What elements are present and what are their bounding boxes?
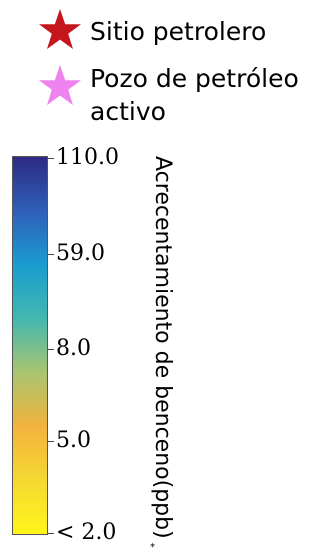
red-star-icon <box>39 9 81 49</box>
benzene-colorbar <box>12 156 48 535</box>
legend-item-oil-site: Sitio petrolero <box>0 8 326 52</box>
legend-label-oil-site: Sitio petrolero <box>90 17 267 46</box>
colorbar-tick-59 <box>48 254 54 255</box>
pink-star-icon <box>39 65 81 105</box>
legend-label-active-well-line-2: activo <box>90 97 166 126</box>
colorbar-tick-110 <box>48 158 54 159</box>
colorbar-footnote-mark: * <box>150 542 155 553</box>
legend-label-active-well-line-1: Pozo de petróleo <box>90 64 299 93</box>
colorbar-tick-label-110: 110.0 <box>56 145 119 170</box>
colorbar-tick-2 <box>48 533 54 534</box>
colorbar-tick-8 <box>48 349 54 350</box>
colorbar-tick-label-2: < 2.0 <box>56 520 117 545</box>
colorbar-tick-label-8: 8.0 <box>56 336 91 361</box>
legend-item-active-well: Pozo de petróleo activo <box>0 58 326 128</box>
colorbar-title: Acrecentamiento de benceno(ppb) <box>150 156 175 539</box>
colorbar-tick-label-59: 59.0 <box>56 241 105 266</box>
legend-label-active-well: Pozo de petróleo activo <box>90 62 299 128</box>
colorbar-tick-5 <box>48 441 54 442</box>
colorbar-tick-label-5: 5.0 <box>56 428 91 453</box>
